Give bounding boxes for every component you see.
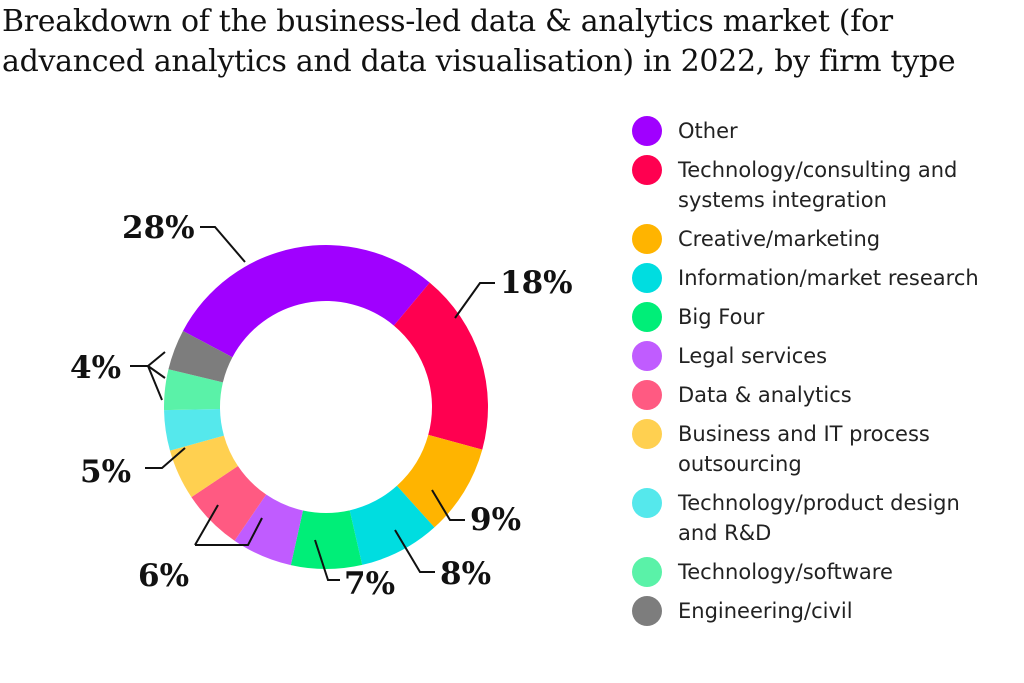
legend-swatch bbox=[632, 419, 662, 449]
legend-label: Technology/product design and R&D bbox=[678, 491, 960, 545]
legend-swatch bbox=[632, 557, 662, 587]
legend-label: Engineering/civil bbox=[678, 599, 853, 623]
pct-label-6pct: 6% bbox=[138, 558, 189, 594]
legend-item: Legal services bbox=[632, 341, 1022, 371]
donut-slice-5 bbox=[234, 494, 303, 566]
pct-label-creative: 9% bbox=[470, 502, 521, 538]
leader-line-tech-consulting bbox=[454, 282, 495, 319]
legend-label: Technology/software bbox=[678, 560, 893, 584]
legend-item: Technology/product design and R&D bbox=[632, 488, 1022, 548]
legend-swatch bbox=[632, 488, 662, 518]
leader-line-info bbox=[394, 529, 435, 573]
legend-label: Data & analytics bbox=[678, 383, 852, 407]
legend-label: Technology/consulting and systems integr… bbox=[678, 158, 958, 212]
legend: Other Technology/consulting and systems i… bbox=[632, 116, 1022, 635]
leader-line-bigfour bbox=[314, 539, 340, 581]
chart-title: Breakdown of the business-led data & ana… bbox=[2, 4, 956, 79]
legend-item: Creative/marketing bbox=[632, 224, 1022, 254]
legend-swatch bbox=[632, 341, 662, 371]
legend-label: Information/market research bbox=[678, 266, 979, 290]
legend-swatch bbox=[632, 116, 662, 146]
legend-label: Legal services bbox=[678, 344, 828, 368]
legend-swatch bbox=[632, 224, 662, 254]
legend-label: Creative/marketing bbox=[678, 227, 881, 251]
legend-label: Other bbox=[678, 119, 738, 143]
legend-item: Technology/consulting and systems integr… bbox=[632, 155, 1022, 215]
leader-line-6pct bbox=[194, 504, 263, 546]
legend-item: Business and IT process outsourcing bbox=[632, 419, 1022, 479]
legend-swatch bbox=[632, 302, 662, 332]
donut-slice-4 bbox=[290, 510, 363, 570]
donut-slice-2 bbox=[396, 434, 483, 528]
legend-swatch bbox=[632, 155, 662, 185]
legend-swatch bbox=[632, 596, 662, 626]
pct-label-bpo: 5% bbox=[80, 454, 131, 490]
leader-line-other bbox=[200, 226, 246, 263]
pct-label-other: 28% bbox=[122, 210, 195, 246]
legend-label: Business and IT process outsourcing bbox=[678, 422, 930, 476]
legend-item: Other bbox=[632, 116, 1022, 146]
donut-slice-1 bbox=[393, 282, 489, 450]
donut-chart: 28% 18% 9% 8% 7% 6% 5% 4% bbox=[70, 210, 573, 602]
pct-label-bigfour: 7% bbox=[344, 566, 395, 602]
donut-slice-8 bbox=[164, 409, 224, 451]
legend-swatch bbox=[632, 263, 662, 293]
leader-lines bbox=[130, 226, 495, 581]
donut-slice-3 bbox=[349, 485, 435, 565]
legend-label: Big Four bbox=[678, 305, 765, 329]
pct-label-tech-consulting: 18% bbox=[500, 265, 573, 301]
donut-slice-10 bbox=[168, 330, 233, 383]
donut-slice-0 bbox=[182, 245, 430, 358]
donut-slice-9 bbox=[163, 369, 223, 411]
pct-label-info: 8% bbox=[440, 556, 491, 592]
legend-item: Data & analytics bbox=[632, 380, 1022, 410]
legend-item: Big Four bbox=[632, 302, 1022, 332]
donut-slice-6 bbox=[191, 465, 267, 541]
legend-item: Engineering/civil bbox=[632, 596, 1022, 626]
legend-item: Information/market research bbox=[632, 263, 1022, 293]
pct-label-4pct: 4% bbox=[70, 350, 121, 386]
leader-line-creative bbox=[431, 489, 465, 521]
legend-swatch bbox=[632, 380, 662, 410]
leader-line-bpo bbox=[145, 447, 186, 469]
leader-line-4pct bbox=[130, 351, 166, 401]
legend-item: Technology/software bbox=[632, 557, 1022, 587]
donut-slice-7 bbox=[169, 435, 238, 498]
